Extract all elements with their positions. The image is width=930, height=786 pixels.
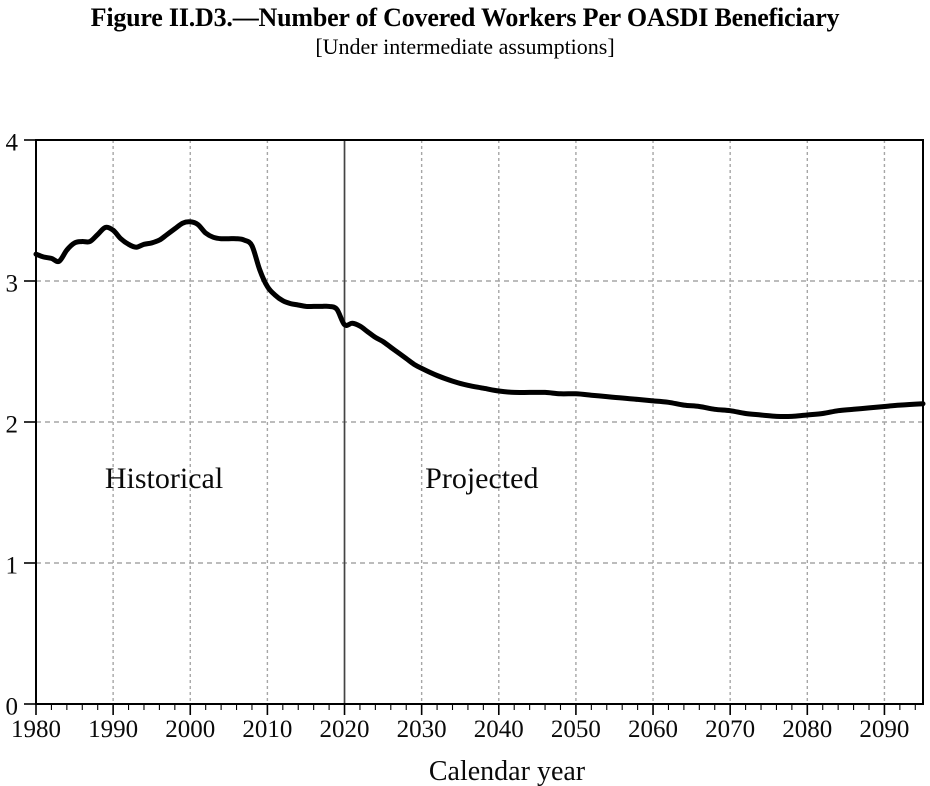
series-line (33, 219, 926, 420)
x-tick-label: 2010 (242, 716, 292, 743)
x-tick-label: 2060 (628, 716, 678, 743)
figure-title: Figure II.D3.—Number of Covered Workers … (90, 3, 840, 32)
x-tick-label: 2070 (705, 716, 755, 743)
x-tick-label: 2000 (165, 716, 215, 743)
figure-header: Figure II.D3.—Number of Covered Workers … (0, 3, 930, 60)
x-tick-label: 2040 (474, 716, 524, 743)
y-tick-label: 0 (6, 694, 19, 721)
y-axis: 0 1 2 3 4 (6, 130, 36, 721)
y-tick-label: 2 (6, 412, 19, 439)
x-axis: 1980 1990 2000 2010 2020 2030 2040 2050 2060 2070… (11, 704, 916, 743)
y-tick-label: 1 (6, 553, 19, 580)
x-tick-label: 2050 (551, 716, 601, 743)
x-tick-label: 1980 (11, 716, 61, 743)
y-tick-label: 3 (6, 271, 19, 298)
x-tick-label: 2020 (320, 716, 370, 743)
figure-subtitle: [Under intermediate assumptions] (315, 33, 615, 59)
x-axis-title: Calendar year (429, 756, 586, 786)
y-tick-label: 4 (6, 130, 19, 157)
annotation-historical: Historical (105, 462, 223, 495)
gridlines (36, 140, 923, 704)
x-tick-label: 1990 (88, 716, 138, 743)
x-tick-label: 2080 (782, 716, 832, 743)
x-tick-label: 2090 (859, 716, 909, 743)
x-tick-label: 2030 (397, 716, 447, 743)
annotation-projected: Projected (425, 462, 538, 495)
